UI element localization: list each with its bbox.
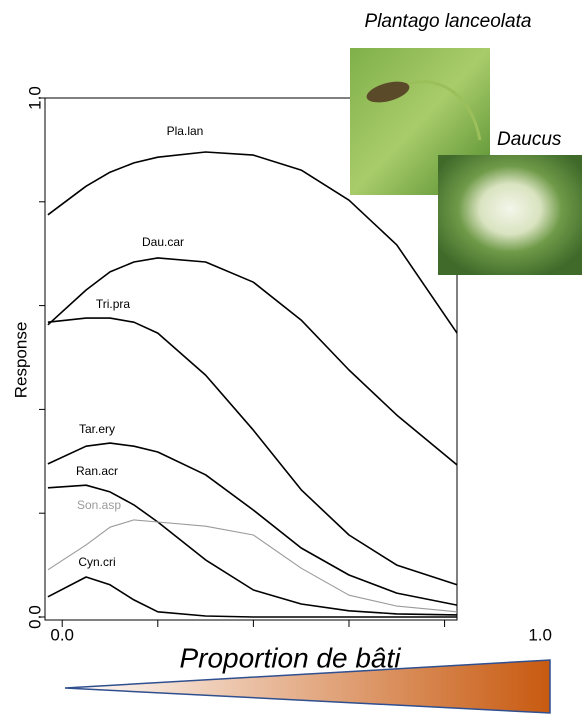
series-label: Tar.ery (79, 422, 115, 436)
x-axis-label: Proportion de bâti (179, 642, 401, 673)
chart: Pla.lan Dau.car Tri.pra Tar.ery Ran.acr Son.a… (0, 0, 582, 714)
annotation: Plantago lanceolata (365, 11, 532, 32)
page: Pla.lan Dau.car Tri.pra Tar.ery Ran.acr Son.a… (0, 0, 582, 714)
annotation: Daucus (497, 129, 562, 150)
series-label: Cyn.cri (78, 555, 115, 569)
y-tick-label: 1.0 (25, 86, 44, 110)
y-tick-label: 0.0 (25, 605, 44, 629)
series-label: Tri.pra (96, 297, 131, 311)
series-line (48, 577, 457, 617)
series-line (48, 318, 457, 585)
series-label: Son.asp (77, 498, 121, 512)
photo-daucus (438, 155, 582, 275)
x-tick-label: 0.0 (50, 625, 74, 644)
x-tick-label: 1.0 (528, 625, 552, 644)
series-label: Pla.lan (167, 124, 204, 138)
y-axis-label: Response (11, 322, 30, 399)
series-label: Dau.car (142, 235, 184, 249)
series-label: Ran.acr (76, 464, 118, 478)
